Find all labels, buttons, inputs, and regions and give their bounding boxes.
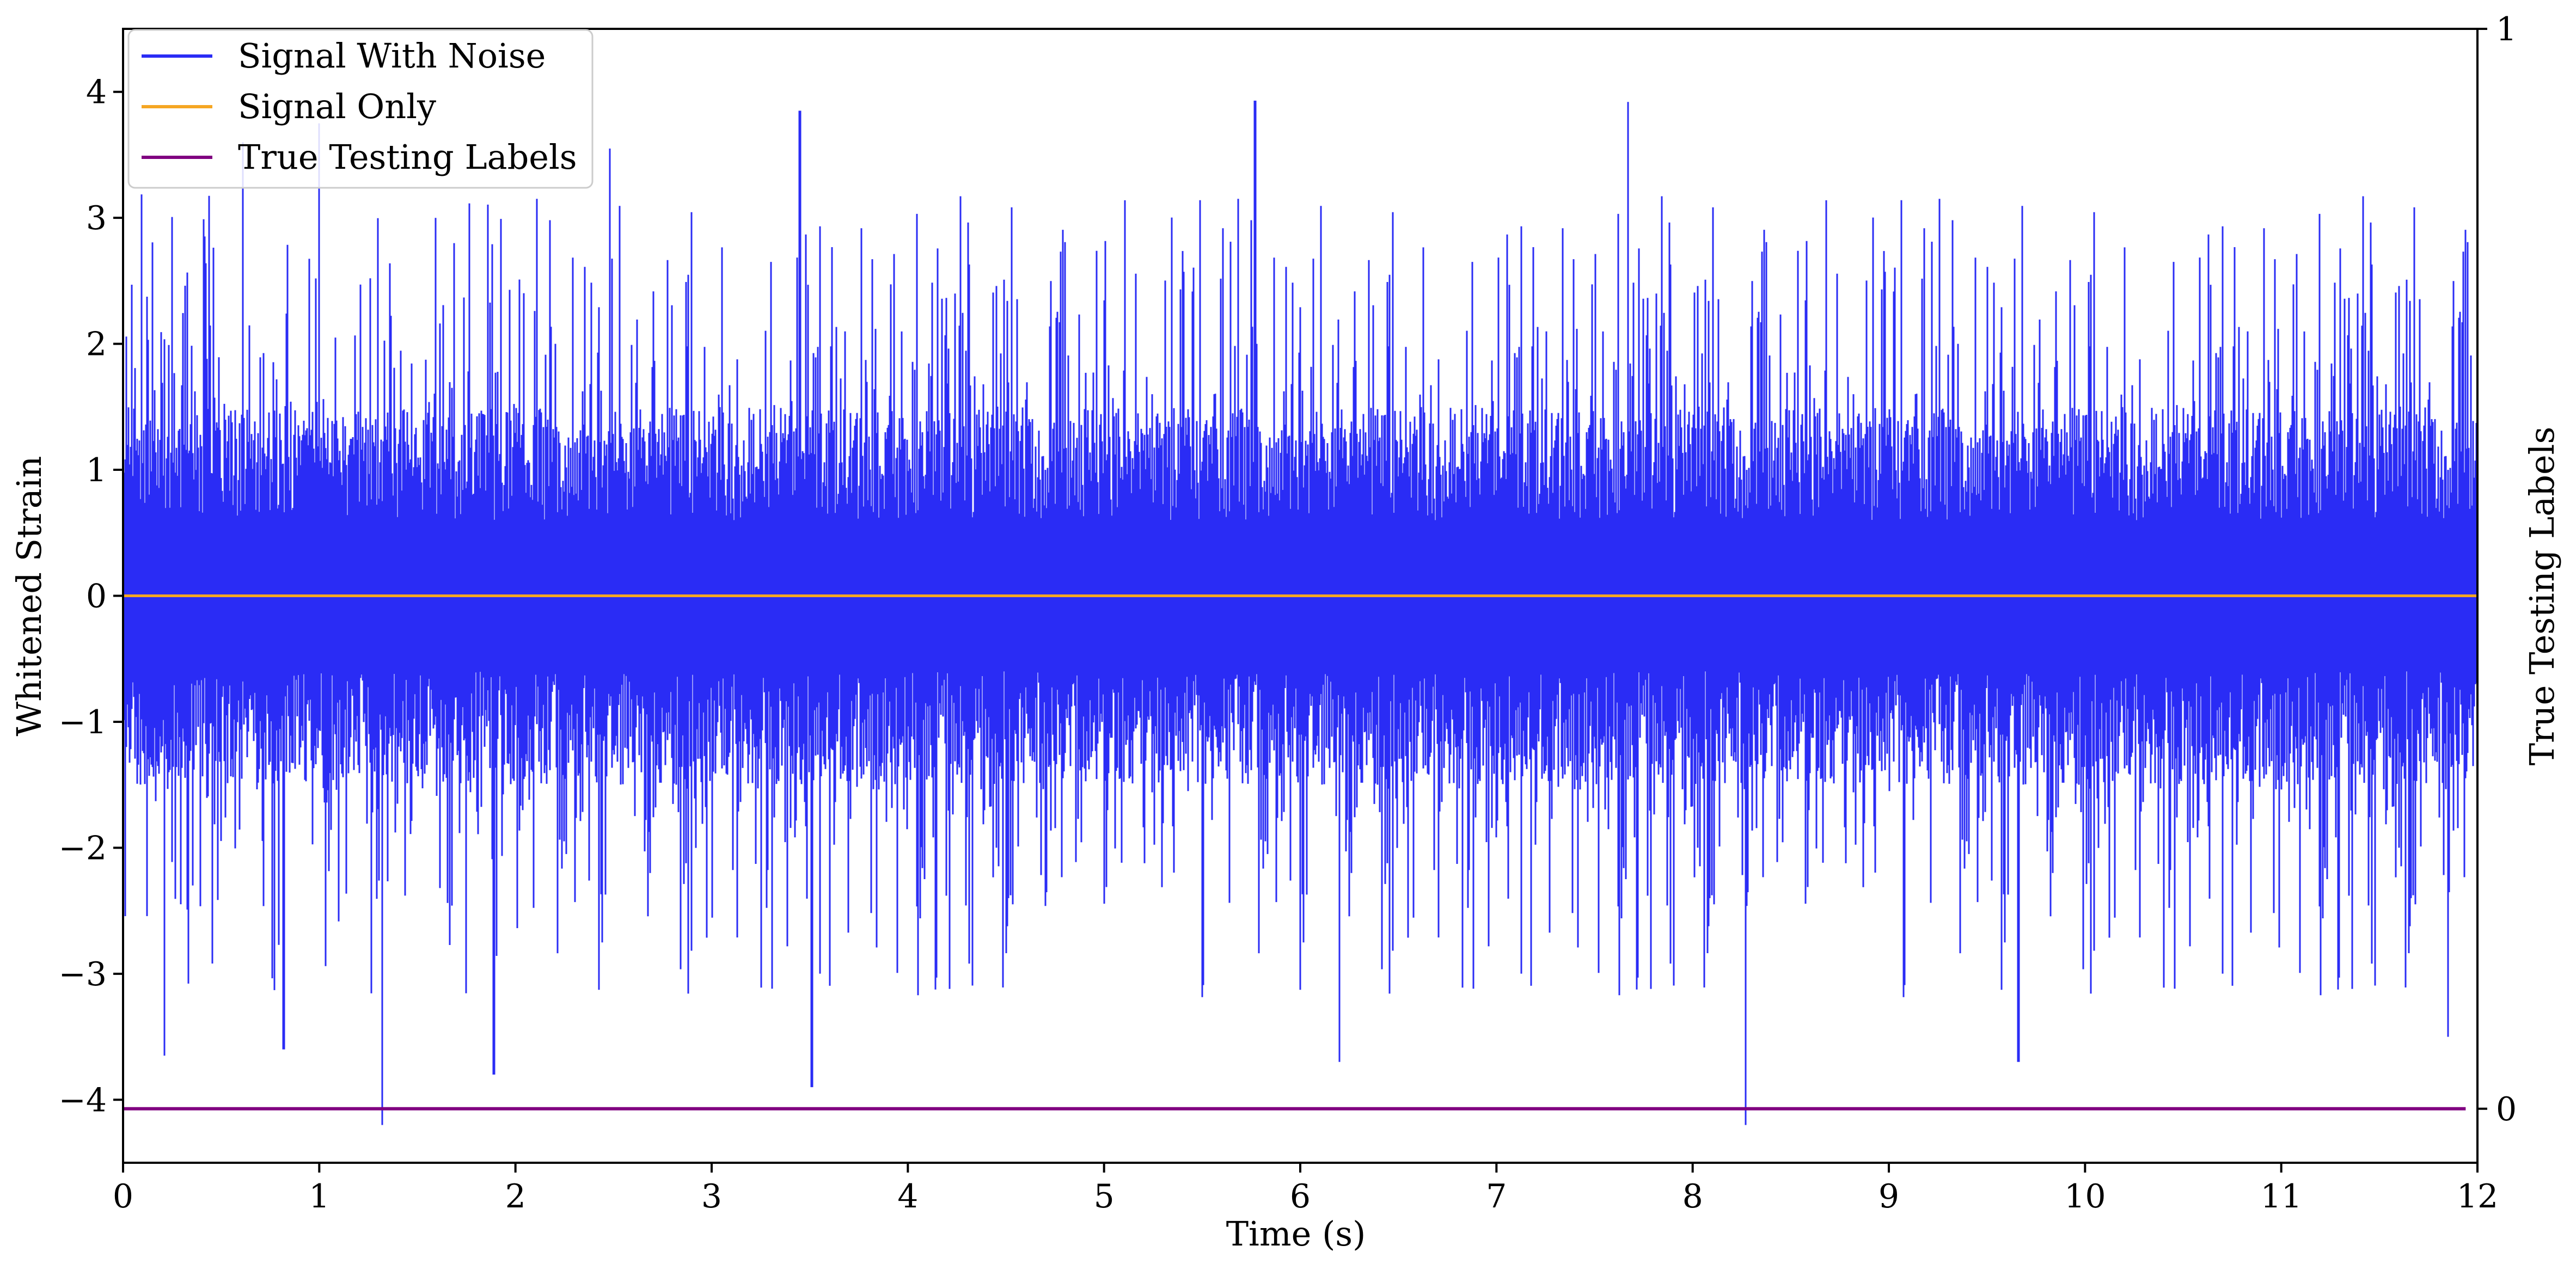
x-tick-label: 7 — [1486, 1177, 1507, 1216]
x-tick-label: 12 — [2457, 1177, 2498, 1216]
legend-label-signal-with-noise: Signal With Noise — [238, 36, 546, 76]
x-tick-label: 6 — [1290, 1177, 1311, 1216]
x-tick-label: 4 — [897, 1177, 918, 1216]
x-tick-label: 2 — [505, 1177, 526, 1216]
y-axis-title: Whitened Strain — [9, 456, 49, 737]
legend-label-signal-only: Signal Only — [238, 87, 436, 126]
signal-with-noise-trace — [123, 100, 2477, 1125]
y-tick-label: 2 — [86, 326, 107, 364]
y2-axis-title: True Testing Labels — [2522, 427, 2562, 766]
x-tick-label: 8 — [1682, 1177, 1703, 1216]
x-axis: 0 1 2 3 4 5 6 7 8 9 10 11 12 — [113, 1163, 2498, 1216]
y-tick-label: −2 — [59, 829, 107, 867]
legend-label-true-testing-labels: True Testing Labels — [238, 137, 577, 177]
x-tick-label: 11 — [2260, 1177, 2302, 1216]
x-tick-label: 1 — [309, 1177, 329, 1216]
x-axis-title: Time (s) — [1226, 1214, 1366, 1254]
y-tick-label: 4 — [86, 73, 107, 112]
y-axis-left: 4 3 2 1 0 −1 −2 −3 −4 — [59, 73, 123, 1119]
y-axis-right: 10 — [2477, 10, 2517, 1128]
legend: Signal With Noise Signal Only True Testi… — [127, 29, 593, 189]
x-tick-label: 9 — [1879, 1177, 1899, 1216]
legend-box — [127, 29, 593, 189]
signal-with-noise-line — [123, 100, 2477, 1125]
y2-tick-label: 1 — [2496, 10, 2517, 48]
x-tick-label: 0 — [113, 1177, 133, 1216]
y-tick-label: 1 — [86, 451, 107, 489]
y2-tick-label: 0 — [2496, 1090, 2517, 1128]
y-tick-label: 3 — [86, 199, 107, 237]
x-tick-label: 3 — [701, 1177, 722, 1216]
y-tick-label: 0 — [86, 578, 107, 616]
y-tick-label: −4 — [59, 1081, 107, 1119]
y-tick-label: −1 — [59, 703, 107, 741]
x-tick-label: 5 — [1094, 1177, 1115, 1216]
x-tick-label: 10 — [2064, 1177, 2106, 1216]
y-tick-label: −3 — [59, 955, 107, 993]
